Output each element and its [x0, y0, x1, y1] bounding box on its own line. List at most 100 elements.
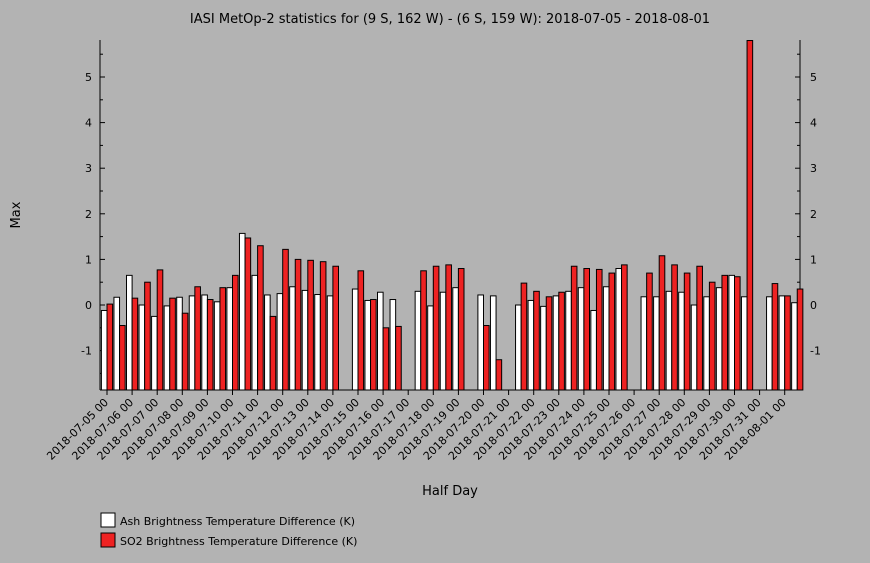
y-tick-label-left: 0	[85, 299, 92, 312]
bar-so2	[696, 265, 703, 391]
bar-so2	[621, 264, 628, 391]
y-tick-label-left: 2	[85, 208, 92, 221]
bar-ash	[452, 287, 459, 391]
legend-label-so2: SO2 Brightness Temperature Difference (K…	[120, 535, 357, 548]
bar-so2	[658, 255, 666, 391]
legend-swatch-so2	[100, 532, 116, 548]
bar-ash	[113, 296, 121, 391]
bar-ash	[151, 315, 158, 391]
bar-ash	[364, 299, 372, 391]
bar-so2	[319, 261, 327, 391]
bar-ash	[690, 304, 698, 391]
bar-so2	[570, 265, 578, 391]
bar-so2	[583, 268, 591, 391]
bar-so2	[595, 268, 603, 391]
bar-so2	[232, 274, 239, 391]
bar-ash	[715, 287, 723, 391]
y-tick-label-right: 5	[810, 71, 817, 84]
bar-ash	[176, 296, 183, 391]
bar-ash	[314, 294, 321, 391]
bar-ash	[515, 304, 522, 391]
bar-so2	[457, 268, 465, 391]
bar-so2	[784, 295, 791, 391]
y-tick-label-left: 4	[85, 117, 92, 130]
bar-so2	[495, 359, 503, 391]
bar-so2	[131, 297, 139, 391]
bar-so2	[119, 325, 126, 391]
bar-so2	[445, 264, 452, 391]
bar-ash	[590, 309, 597, 391]
bar-ash	[477, 294, 484, 391]
bar-ash	[791, 302, 798, 391]
bar-ash	[226, 287, 233, 391]
bar-so2	[734, 276, 741, 391]
bar-so2	[257, 245, 264, 391]
bar-ash	[540, 305, 547, 391]
y-tick-label-right: 0	[810, 299, 817, 312]
bar-so2	[144, 281, 151, 391]
bar-ash	[301, 289, 309, 391]
y-tick-label-right: 3	[810, 162, 817, 175]
bar-ash	[778, 295, 786, 391]
y-tick-label-right: 4	[810, 117, 817, 130]
bar-so2	[206, 299, 214, 391]
bar-ash	[377, 291, 384, 391]
bar-so2	[420, 270, 427, 391]
bar-so2	[181, 312, 189, 391]
bars	[100, 40, 804, 391]
bar-so2	[219, 287, 227, 391]
bar-ash	[740, 296, 748, 391]
bar-so2	[558, 291, 565, 391]
bar-so2	[382, 327, 390, 391]
bar-so2	[269, 315, 277, 391]
y-tick-label-right: 2	[810, 208, 817, 221]
bar-so2	[370, 299, 377, 391]
y-tick-label-left: 5	[85, 71, 92, 84]
bar-so2	[169, 297, 176, 391]
bar-so2	[282, 248, 289, 391]
bar-so2	[357, 270, 365, 391]
bar-ash	[289, 286, 296, 391]
bar-ash	[201, 294, 208, 391]
y-tick-label-left: 3	[85, 162, 92, 175]
bar-ash	[163, 305, 171, 391]
bar-so2	[156, 269, 164, 391]
y-axis-label: Max	[9, 201, 24, 228]
bar-ash	[615, 268, 623, 391]
bar-ash	[351, 288, 359, 391]
bar-ash	[565, 290, 572, 391]
bar-ash	[138, 304, 146, 391]
bar-so2	[194, 286, 201, 391]
bar-ash	[527, 299, 535, 391]
bar-ash	[389, 299, 397, 391]
bar-so2	[520, 282, 528, 391]
y-axis-left: -1 0 1 2 3 4 5	[81, 40, 105, 390]
bar-ash	[427, 305, 434, 391]
bar-ash	[126, 274, 133, 391]
chart-title: IASI MetOp-2 statistics for (9 S, 162 W)…	[190, 12, 710, 27]
bar-so2	[332, 265, 339, 391]
bar-so2	[533, 290, 540, 391]
bar-ash	[264, 294, 271, 391]
bar-ash	[640, 296, 648, 391]
bar-so2	[796, 288, 804, 391]
bar-ash	[653, 296, 660, 391]
bar-ash	[703, 296, 710, 391]
bar-so2	[708, 281, 716, 391]
bar-so2	[671, 264, 678, 391]
bar-so2	[608, 272, 616, 391]
bar-ash	[238, 232, 246, 391]
bar-ash	[188, 295, 196, 391]
bar-ash	[439, 291, 447, 391]
bar-so2	[106, 303, 114, 391]
bar-so2	[294, 258, 302, 391]
bar-ash	[100, 309, 108, 391]
bar-ash	[276, 293, 284, 391]
bar-so2	[721, 274, 729, 391]
y-tick-label-right: -1	[810, 345, 821, 358]
y-tick-label-left: 1	[85, 253, 92, 266]
bar-ash	[326, 295, 334, 391]
bar-ash	[728, 274, 736, 391]
